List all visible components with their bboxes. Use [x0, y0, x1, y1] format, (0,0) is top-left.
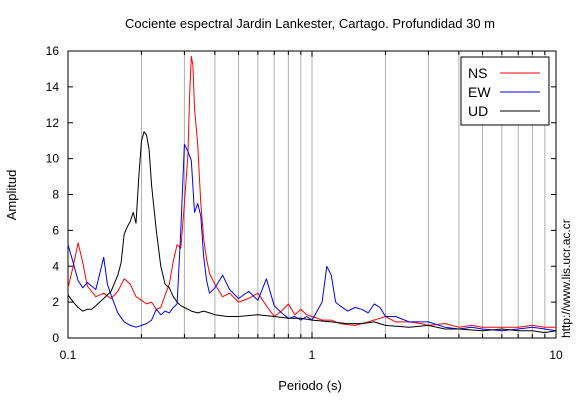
- y-tick-label: 8: [52, 188, 59, 202]
- x-tick-label: 0.1: [60, 348, 77, 362]
- y-axis-label: Amplitud: [4, 170, 19, 221]
- x-axis-label: Periodo (s): [278, 378, 342, 393]
- series-line-ud: [67, 131, 557, 334]
- credit-text: http://www.lis.ucr.ac.cr: [559, 219, 573, 338]
- x-tick-label: 1: [309, 348, 316, 362]
- legend-label-ew: EW: [468, 84, 491, 100]
- axis-ticks: 0 2 4 6 8 10 12 14 16 0.1 1 10: [46, 44, 563, 362]
- legend-label-ns: NS: [468, 65, 487, 81]
- y-tick-label: 16: [46, 44, 60, 58]
- y-tick-label: 14: [46, 80, 60, 94]
- legend: NS EW UD: [460, 56, 550, 126]
- y-tick-label: 4: [52, 259, 59, 273]
- legend-box: [460, 56, 550, 126]
- x-tick-label: 10: [549, 348, 563, 362]
- grid-lines: [67, 51, 546, 338]
- series-line-ew: [67, 143, 557, 332]
- y-tick-label: 12: [46, 116, 60, 130]
- y-tick-label: 6: [52, 223, 59, 237]
- y-tick-label: 10: [46, 152, 60, 166]
- legend-label-ud: UD: [468, 103, 488, 119]
- series-layer: [67, 55, 557, 334]
- legend-entries: NS EW UD: [468, 65, 540, 119]
- y-tick-label: 2: [52, 295, 59, 309]
- chart-title: Cociente espectral Jardin Lankester, Car…: [125, 16, 495, 31]
- y-tick-label: 0: [52, 331, 59, 345]
